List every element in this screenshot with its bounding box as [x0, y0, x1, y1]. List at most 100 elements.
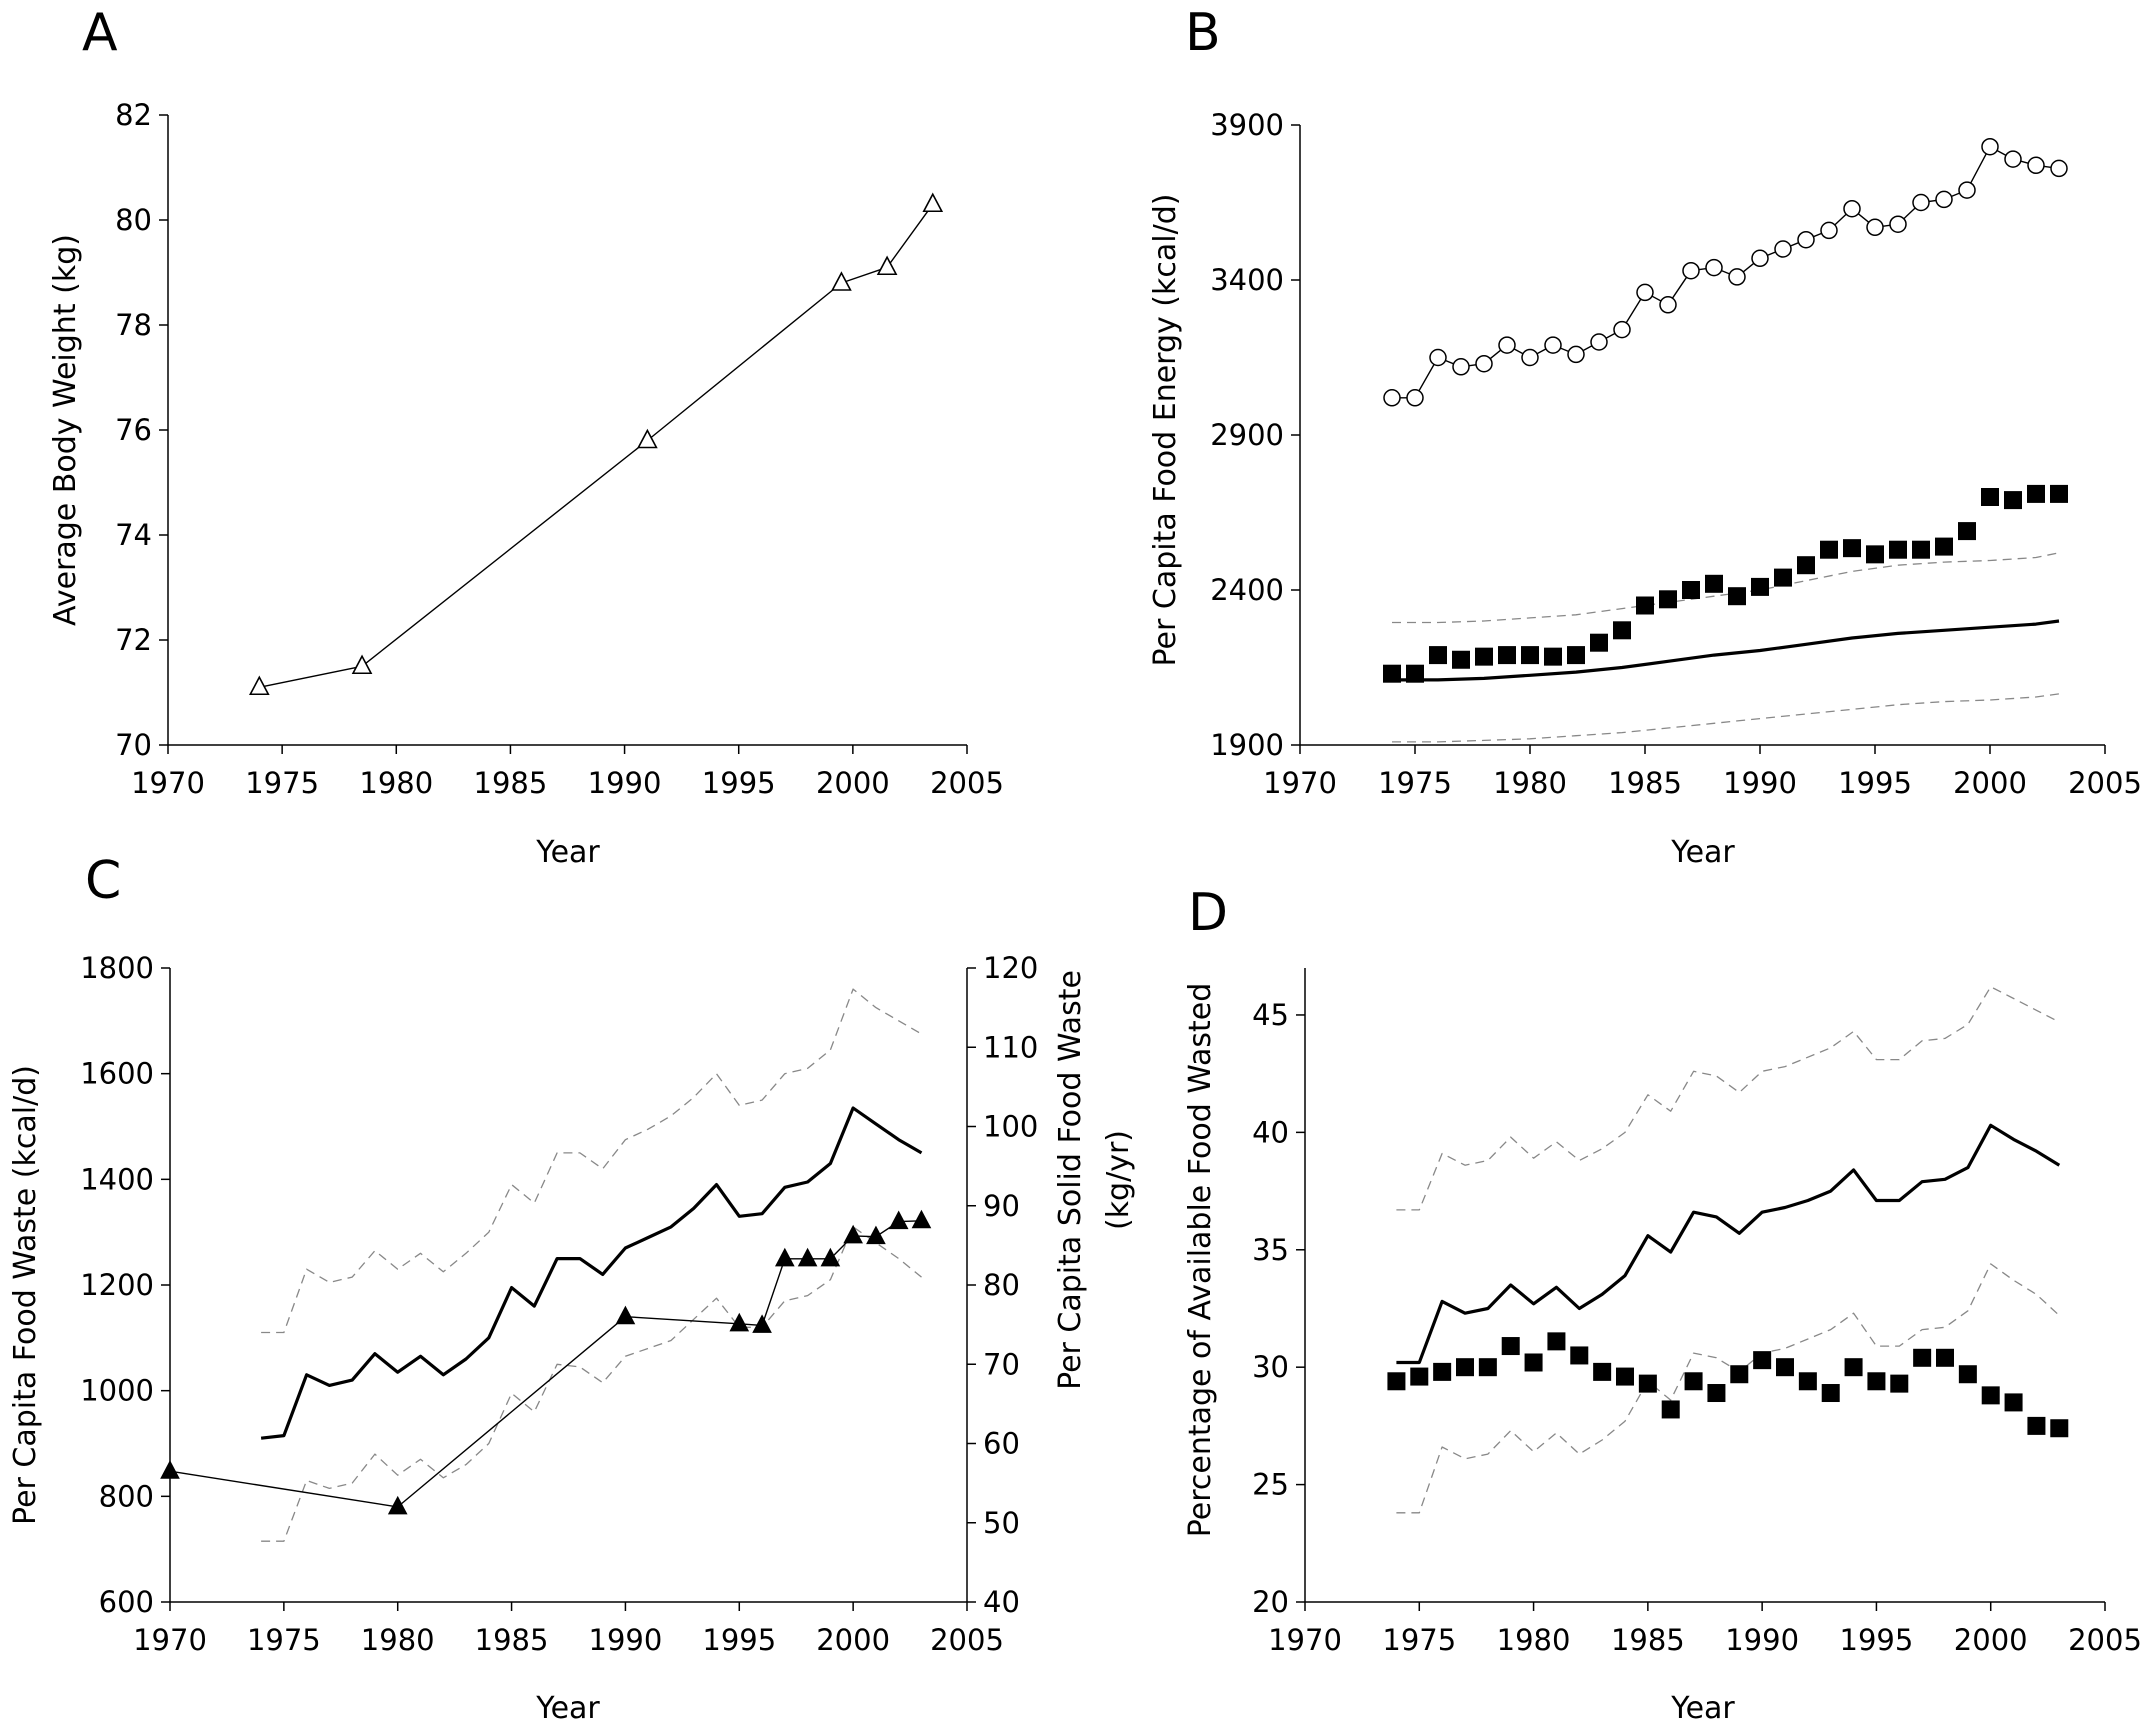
data-point-10 — [1613, 320, 1631, 339]
y-tick-label: 1200 — [80, 1268, 154, 1302]
data-point-5 — [1501, 1337, 1520, 1356]
y-tick-label: 78 — [115, 308, 152, 342]
data-point-3 — [1452, 650, 1470, 669]
data-point-7 — [1544, 647, 1562, 666]
data-point-22 — [1889, 540, 1907, 559]
data-point-10 — [1613, 621, 1631, 640]
data-point-2 — [1429, 348, 1447, 367]
data-point-1 — [351, 654, 373, 675]
x-tick-label: 1970 — [1268, 1623, 1342, 1657]
y-tick-label: 3900 — [1210, 108, 1284, 142]
data-point-24 — [1936, 1348, 1954, 1367]
x-tick-label: 2000 — [1954, 1623, 2028, 1657]
x-tick-label: 1985 — [475, 1623, 549, 1657]
data-point-19 — [1820, 540, 1838, 559]
y-tick-label: 1400 — [80, 1162, 154, 1196]
data-point-24 — [1935, 190, 1953, 209]
y-tick-label: 2900 — [1210, 418, 1284, 452]
data-point-15 — [1728, 268, 1746, 286]
y-tick-label: 30 — [1252, 1350, 1289, 1384]
data-point-29 — [2050, 484, 2068, 503]
series-markers-1 — [1383, 484, 2068, 683]
panel-d: D 1970 1975 1980 1985 1990 1995 2000 2005 20 25 30… — [1183, 883, 2142, 1723]
x-tick-label: 1980 — [361, 1623, 435, 1657]
data-point-8 — [1570, 1346, 1589, 1365]
series-line-1 — [261, 988, 922, 1334]
data-point-16 — [1751, 577, 1769, 596]
data-point-29 — [2050, 1419, 2069, 1438]
data-point-2 — [615, 1305, 636, 1325]
data-point-27 — [2004, 150, 2022, 168]
data-point-27 — [2004, 491, 2022, 510]
x-tick-label: 1990 — [1725, 1623, 1799, 1657]
series-line-0 — [1392, 145, 2060, 399]
panel-b-y-axis-label: Per Capita Food Energy (kcal/d) — [1148, 194, 1183, 667]
panel-b-x-axis-label: Year — [1670, 835, 1735, 870]
x-tick-label: 2005 — [2068, 766, 2142, 800]
data-point-6 — [1524, 1353, 1543, 1372]
data-point-5 — [1498, 336, 1516, 354]
data-point-28 — [2027, 484, 2045, 503]
y-tick-label: 1600 — [80, 1057, 154, 1091]
data-point-18 — [1798, 1372, 1817, 1391]
series-markers-0 — [248, 192, 944, 696]
data-point-29 — [2050, 159, 2068, 178]
x-tick-label: 1995 — [1838, 766, 1912, 800]
data-point-6 — [1521, 646, 1539, 665]
data-point-26 — [1981, 488, 1999, 506]
panel-c: C 1970 1975 1980 1985 1990 1995 2000 2005 600 800… — [8, 851, 1136, 1723]
data-point-9 — [1590, 333, 1608, 351]
data-point-17 — [1774, 568, 1792, 587]
panel-d-x-axis-label: Year — [1670, 1691, 1735, 1723]
panel-a: A 1970 1975 1980 1985 1990 1995 2000 2005 70 72 74… — [48, 3, 1004, 870]
data-point-3 — [1452, 358, 1470, 376]
data-point-17 — [1774, 240, 1792, 258]
y-tick-label: 1000 — [80, 1374, 154, 1408]
data-point-0 — [248, 675, 270, 696]
series-markers-0 — [1387, 1332, 2069, 1438]
y-tick-label: 80 — [115, 203, 152, 237]
series-line-0 — [259, 203, 934, 688]
x-tick-label: 1975 — [247, 1623, 321, 1657]
data-point-12 — [1661, 1400, 1680, 1419]
x-tick-label: 2000 — [1953, 766, 2027, 800]
data-point-27 — [2004, 1393, 2023, 1412]
data-point-4 — [752, 1314, 772, 1333]
data-point-1 — [1406, 664, 1424, 683]
y-tick-label: 20 — [1252, 1585, 1289, 1619]
data-point-10 — [1616, 1367, 1634, 1386]
data-point-20 — [1844, 1358, 1863, 1377]
panel-a-y-axis-label: Average Body Weight (kg) — [48, 234, 83, 626]
panel-label-b: B — [1185, 3, 1221, 63]
y2-tick-label: 120 — [983, 951, 1038, 985]
x-tick-label: 1985 — [1611, 1623, 1685, 1657]
panel-c-y-axis-label: Per Capita Food Waste (kcal/d) — [8, 1065, 43, 1525]
data-point-4 — [876, 255, 898, 276]
data-point-9 — [1590, 633, 1608, 652]
data-point-14 — [1705, 574, 1723, 593]
panel-label-d: D — [1188, 883, 1228, 943]
data-point-0 — [1383, 664, 1401, 683]
data-point-19 — [1821, 1384, 1840, 1403]
x-tick-label: 2005 — [930, 766, 1004, 800]
data-point-12 — [1659, 296, 1677, 314]
data-point-2 — [1433, 1362, 1452, 1381]
data-point-9 — [1593, 1362, 1612, 1381]
x-tick-label: 1980 — [359, 766, 433, 800]
data-point-11 — [911, 1209, 932, 1229]
data-point-11 — [1636, 596, 1654, 615]
data-point-22 — [1889, 215, 1907, 233]
data-point-22 — [1890, 1374, 1909, 1393]
data-point-3 — [729, 1312, 750, 1332]
data-point-11 — [1636, 283, 1654, 302]
data-point-13 — [1682, 581, 1700, 599]
y-tick-label: 25 — [1252, 1468, 1289, 1502]
data-point-1 — [1406, 389, 1424, 407]
y-tick-label: 74 — [115, 518, 152, 552]
y-tick-label: 40 — [1252, 1115, 1289, 1149]
x-tick-label: 1980 — [1493, 766, 1567, 800]
panel-d-plot: 1970 1975 1980 1985 1990 1995 2000 2005 20 25 30 35… — [1252, 968, 2142, 1657]
y-tick-label: 45 — [1252, 998, 1289, 1032]
y2-tick-label: 50 — [983, 1506, 1020, 1540]
